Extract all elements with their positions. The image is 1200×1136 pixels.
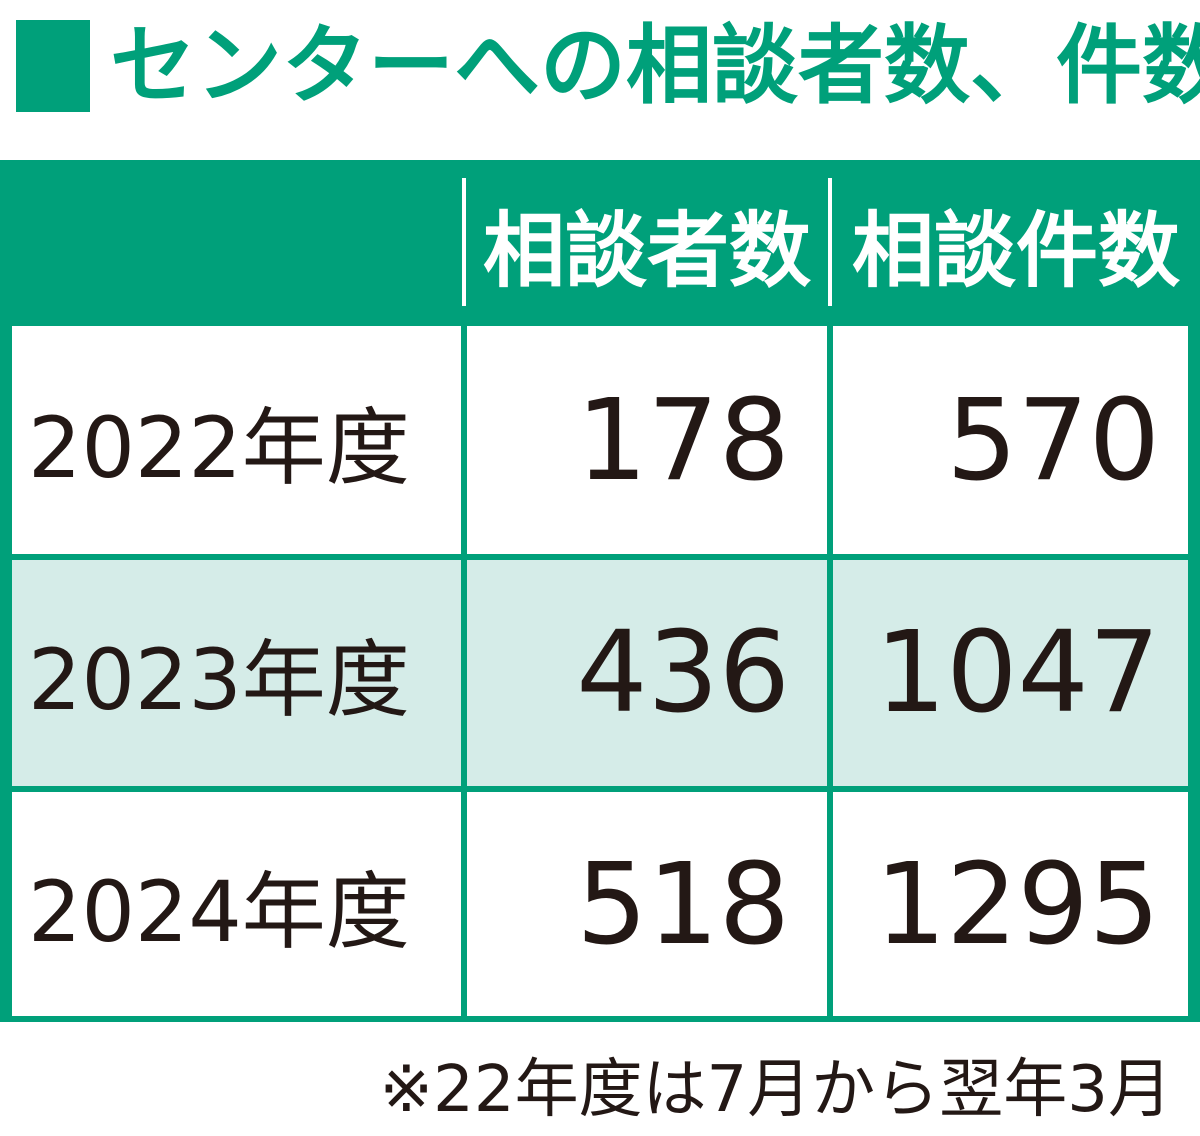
column-header-cases: 相談件数: [851, 203, 1180, 299]
title-square-icon: [16, 20, 90, 112]
header-empty-cell: [0, 160, 464, 326]
value-consultants: 436: [576, 608, 790, 738]
column-divider: [827, 326, 833, 1022]
column-divider: [461, 326, 467, 1022]
row-divider: [0, 786, 1200, 792]
row-label: 2022年度: [28, 398, 410, 497]
table-border-bottom: [0, 1016, 1200, 1022]
row-divider: [0, 554, 1200, 560]
header-divider: [462, 178, 466, 306]
value-consultants: 518: [576, 840, 790, 970]
table-header-row: 相談者数 相談件数: [0, 160, 1200, 326]
footnote: ※22年度は7月から翌年3月: [379, 1053, 1173, 1127]
table-border-left: [0, 160, 12, 1022]
data-table: 相談者数 相談件数 2022年度 178 570 2023年度 436 1047…: [0, 160, 1200, 1022]
chart-title-block: センターへの相談者数、件数: [16, 12, 1200, 120]
table-row: 2024年度 518 1295: [0, 790, 1200, 1020]
table-row: 2022年度 178 570: [0, 326, 1200, 556]
table-row: 2023年度 436 1047: [0, 558, 1200, 788]
value-cases: 1295: [874, 840, 1160, 970]
value-cases: 1047: [874, 608, 1160, 738]
header-divider: [828, 178, 832, 306]
row-label: 2023年度: [28, 630, 410, 729]
table-border-right: [1188, 160, 1200, 1022]
chart-title: センターへの相談者数、件数: [110, 16, 1200, 116]
row-label: 2024年度: [28, 862, 410, 961]
value-consultants: 178: [576, 376, 790, 506]
value-cases: 570: [946, 376, 1160, 506]
column-header-consultants: 相談者数: [482, 203, 811, 299]
